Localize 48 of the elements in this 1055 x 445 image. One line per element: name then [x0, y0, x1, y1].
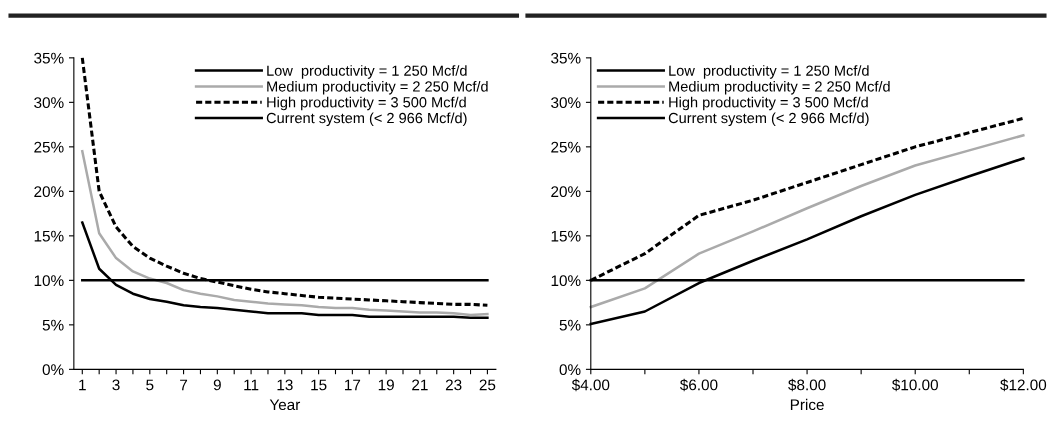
x-tick-label: 3: [112, 379, 120, 391]
x-tick-label: 1: [79, 379, 86, 391]
legend-label: Medium productivity = 2 250 Mcf/d: [267, 80, 488, 95]
x-tick-label: 23: [445, 379, 462, 391]
x-tick-label: $6.00: [679, 378, 718, 392]
y-tick-label: 10%: [551, 275, 581, 287]
x-tick-label: 17: [345, 379, 361, 391]
y-tick-label: 15%: [34, 230, 64, 242]
x-tick-label: 5: [146, 379, 154, 391]
x-tick-label: 7: [180, 379, 188, 391]
x-axis-title: Price: [790, 398, 824, 411]
x-tick-label: 13: [277, 379, 293, 391]
legend-label: Low productivity = 1 250 Mcf/d: [267, 65, 467, 79]
legend-label: Low productivity = 1 250 Mcf/d: [669, 65, 869, 79]
x-tick-label: $12.00: [1000, 378, 1047, 392]
x-tick-label: 11: [244, 379, 259, 391]
y-tick-label: 0%: [42, 364, 64, 376]
y-tick-label: 25%: [551, 141, 581, 153]
y-tick-label: 5%: [42, 319, 64, 331]
legend-label: High productivity = 3 500 Mcf/d: [669, 96, 868, 111]
legend-label: Current system (< 2 966 Mcf/d): [266, 112, 467, 127]
legend-label: Medium productivity = 2 250 Mcf/d: [669, 80, 890, 95]
y-tick-label: 30%: [34, 97, 64, 109]
x-tick-label: 19: [378, 379, 394, 391]
y-tick-label: 10%: [34, 275, 64, 287]
line-series: [81, 150, 489, 317]
x-tick-label: 9: [213, 379, 221, 391]
y-tick-label: 20%: [551, 186, 581, 198]
x-tick-label: $10.00: [892, 378, 938, 392]
y-tick-label: 5%: [559, 319, 581, 331]
x-tick-label: $8.00: [788, 378, 826, 392]
y-tick-label: 0%: [559, 364, 581, 376]
x-tick-label: 15: [311, 379, 327, 391]
y-tick-label: 20%: [34, 186, 64, 198]
y-tick-label: 35%: [34, 52, 64, 64]
line-series: [589, 134, 1025, 309]
legend-label: High productivity = 3 500 Mcf/d: [267, 96, 466, 111]
x-tick-label: 25: [479, 379, 496, 391]
y-tick-label: 15%: [551, 230, 581, 242]
x-tick-label: 21: [412, 379, 428, 391]
y-tick-label: 35%: [551, 52, 581, 64]
x-axis-title: Year: [269, 399, 301, 411]
x-tick-label: $4.00: [571, 378, 610, 392]
line-series: [81, 221, 489, 319]
line-series: [80, 56, 489, 307]
legend-label: Current system (< 2 966 Mcf/d): [668, 112, 869, 127]
y-tick-label: 30%: [551, 97, 581, 109]
y-tick-label: 25%: [34, 141, 64, 153]
